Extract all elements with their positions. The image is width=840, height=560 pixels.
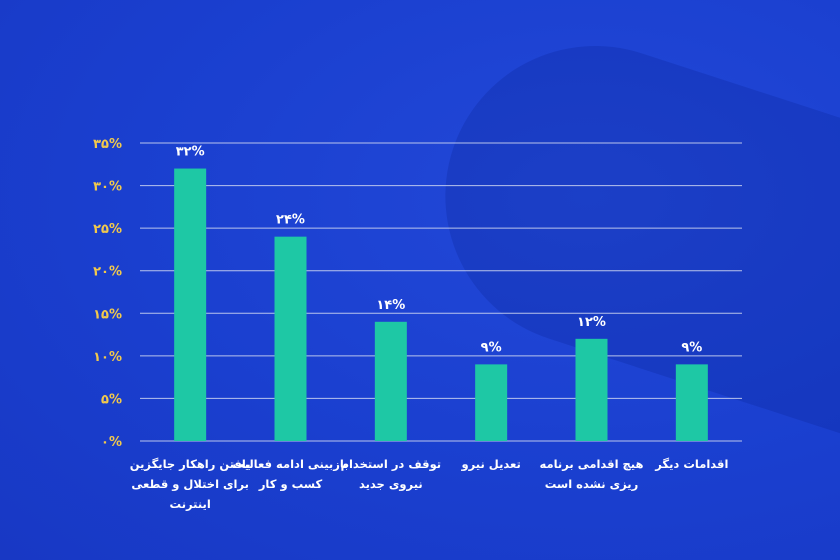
category-label: کسب و کار [258, 477, 323, 492]
data-label: ۱۴% [376, 298, 405, 313]
y-tick-label: ۳۵% [93, 137, 122, 152]
y-tick-label: ۲۰% [93, 265, 122, 280]
category-label: ریزی نشده است [545, 477, 639, 491]
data-label: ۱۲% [577, 315, 606, 330]
category-label: برای اختلال و قطعی [131, 477, 249, 492]
y-tick-label: ۱۵% [93, 307, 122, 322]
bar [675, 364, 708, 441]
data-label: ۹% [681, 340, 702, 355]
y-tick-label: ۲۵% [93, 222, 122, 237]
category-label: بازبینی ادامه فعالیت [232, 457, 348, 471]
category-label: توقف در استخدام [341, 457, 442, 472]
bar [274, 236, 307, 441]
data-label: ۳۲% [176, 145, 205, 160]
y-tick-label: ۱۰% [93, 350, 122, 365]
y-tick-label: ۳۰% [93, 180, 122, 195]
category-label: اینترنت [170, 497, 211, 511]
bar [374, 321, 407, 441]
data-label: ۹% [481, 340, 502, 355]
category-label: نیروی جدید [359, 477, 423, 492]
y-tick-label: ۵% [101, 392, 122, 407]
bar [475, 364, 508, 441]
data-label: ۲۴% [276, 213, 305, 228]
category-label: هیچ اقدامی برنامه [540, 457, 644, 471]
y-tick-label: ۰% [101, 435, 122, 450]
bar [575, 338, 608, 441]
category-label: یافتن راهکار جایگزین [130, 457, 251, 471]
category-label: تعدیل نیرو [460, 457, 520, 472]
category-label: اقدامات دیگر [654, 457, 728, 471]
bar [174, 168, 207, 442]
